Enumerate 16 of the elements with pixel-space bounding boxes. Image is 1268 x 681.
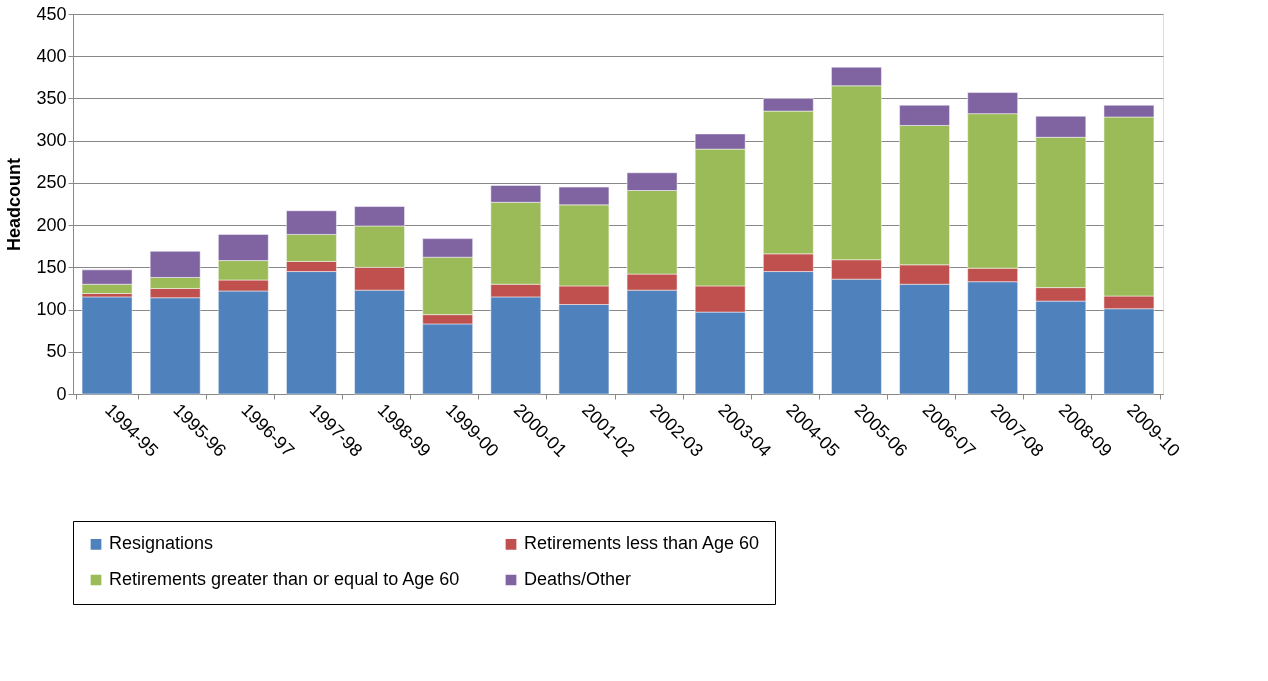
legend-label: Deaths/Other bbox=[524, 569, 632, 589]
legend-label: Retirements greater than or equal to Age 60 bbox=[109, 569, 460, 589]
y-tick-label: 300 bbox=[36, 130, 67, 151]
y-tick-label: 450 bbox=[36, 3, 67, 24]
y-tick-label: 0 bbox=[56, 383, 67, 404]
y-tick-label: 50 bbox=[46, 341, 67, 362]
y-tick-label: 150 bbox=[36, 256, 67, 277]
y-tick-label: 350 bbox=[36, 87, 67, 108]
y-tick-label: 100 bbox=[36, 299, 67, 320]
bar bbox=[81, 296, 133, 395]
y-tick-label: 400 bbox=[36, 45, 67, 66]
y-tick-label: 250 bbox=[36, 172, 67, 193]
legend-label: Retirements less than Age 60 bbox=[524, 533, 760, 554]
y-axis-title: Headcount bbox=[4, 157, 25, 252]
y-tick-label: 200 bbox=[36, 214, 67, 235]
legend-label: Resignations bbox=[109, 533, 214, 554]
